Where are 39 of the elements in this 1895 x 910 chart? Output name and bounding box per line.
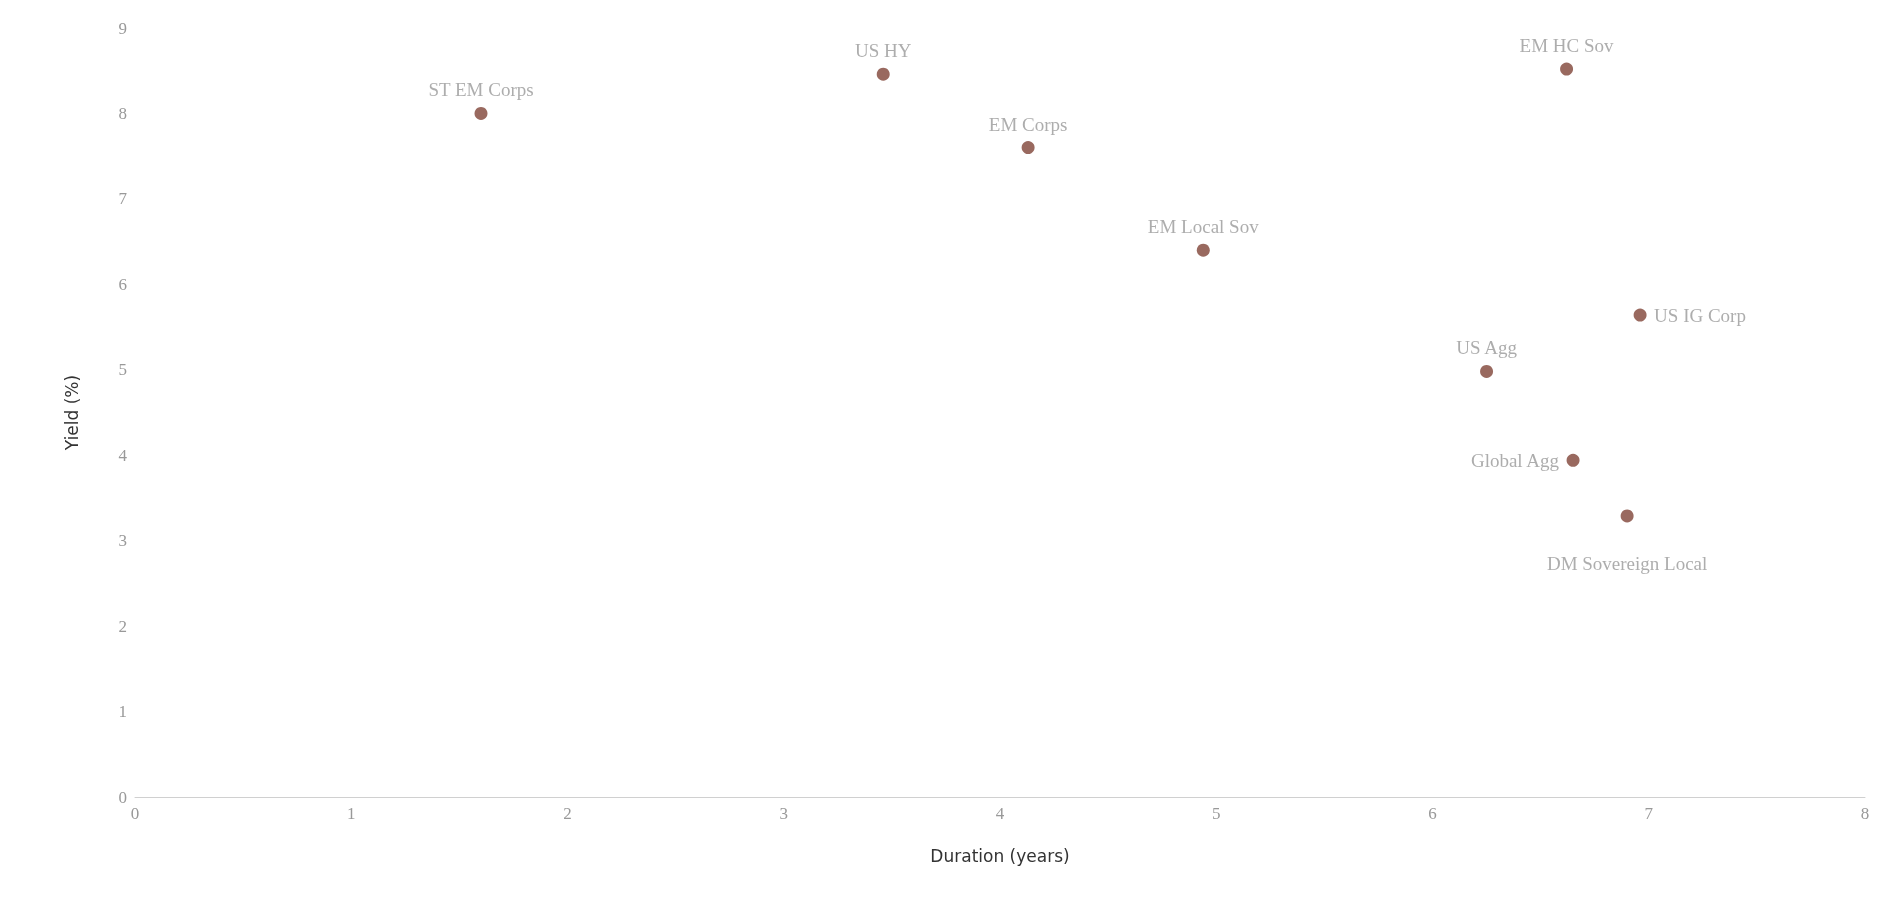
x-tick-label: 2 xyxy=(563,804,572,823)
point xyxy=(1620,509,1634,523)
point xyxy=(1560,62,1574,76)
point xyxy=(474,106,488,120)
point xyxy=(1480,364,1494,378)
x-tick-label: 1 xyxy=(347,804,356,823)
annotation: DM Sovereign Local xyxy=(1546,552,1708,574)
annotation: US HY xyxy=(854,40,912,62)
x-tick-label: 8 xyxy=(1860,804,1870,823)
y-tick-label: 8 xyxy=(118,103,127,123)
annotation: EM Local Sov xyxy=(1147,216,1260,238)
y-tick-label: 3 xyxy=(118,531,127,551)
x-tick-label: 0 xyxy=(130,804,140,823)
y-tick-label: 9 xyxy=(118,18,127,38)
annotation: Global Agg xyxy=(1470,449,1560,471)
x-tick-label: 7 xyxy=(1644,804,1654,823)
annotation: ST EM Corps xyxy=(428,79,534,101)
point xyxy=(1021,141,1035,155)
annotation: EM Corps xyxy=(988,113,1068,135)
x-tick-label: 5 xyxy=(1212,804,1221,823)
y-tick-label: 5 xyxy=(118,360,127,380)
annotation: US Agg xyxy=(1456,337,1518,359)
point xyxy=(876,67,890,81)
x-tick-label: 4 xyxy=(995,804,1005,823)
y-tick-label: 4 xyxy=(118,445,128,465)
y-tick-label: 6 xyxy=(118,274,127,294)
x-axis-title: Duration (years) xyxy=(930,845,1070,866)
annotation: EM HC Sov xyxy=(1519,35,1615,57)
annotation: US IG Corp xyxy=(1654,304,1746,326)
y-tick-label: 1 xyxy=(118,702,127,722)
x-tick-label: 3 xyxy=(779,804,788,823)
point xyxy=(1633,308,1647,322)
y-tick-label: 2 xyxy=(118,616,127,636)
y-tick-label: 0 xyxy=(118,787,127,807)
x-tick-label: 6 xyxy=(1428,804,1437,823)
point xyxy=(1566,453,1580,467)
point xyxy=(1196,243,1210,257)
y-tick-label: 7 xyxy=(118,189,128,209)
y-axis-title: Yield (%) xyxy=(61,374,82,452)
